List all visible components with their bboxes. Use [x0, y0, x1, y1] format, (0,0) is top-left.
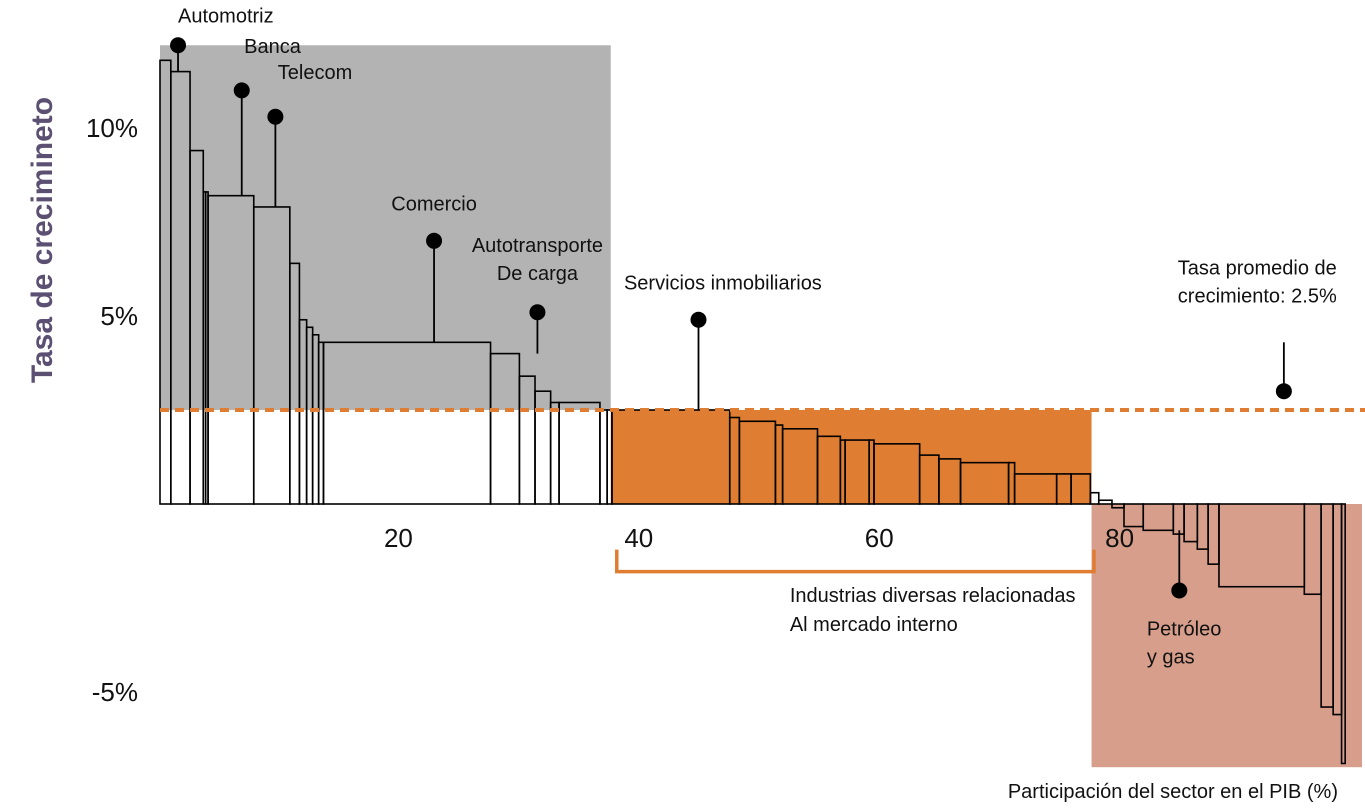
annotation-dot — [690, 311, 707, 328]
x-tick-label: 80 — [1105, 523, 1134, 553]
bar — [549, 401, 560, 505]
annotation-dot — [267, 108, 284, 125]
x-tick-label: 60 — [865, 523, 894, 553]
y-tick-label: 10% — [86, 113, 138, 143]
bar — [1340, 503, 1346, 765]
annotation-label: Telecom — [278, 62, 352, 84]
region-above-average — [160, 45, 611, 410]
region-negative — [1091, 504, 1362, 768]
bar — [1097, 499, 1113, 505]
x-tick-label: 20 — [384, 523, 413, 553]
y-tick-label: 5% — [100, 301, 138, 331]
annotation-label: crecimiento: 2.5% — [1178, 286, 1337, 308]
chart-bars — [159, 59, 1346, 765]
chart-axes: Tasa de crecimineto Participación del se… — [26, 97, 1338, 803]
annotation-dot — [529, 304, 546, 321]
region-domestic-industries — [610, 410, 1092, 504]
annotation-dot — [1275, 383, 1292, 400]
annotation-label: Servicios inmobiliarios — [624, 273, 822, 295]
y-axis-label: Tasa de crecimineto — [26, 97, 59, 383]
bar — [1070, 473, 1092, 505]
chart-overlay: Industrias diversas relacionadas Al merca… — [160, 408, 1365, 636]
annotation-dot — [170, 37, 187, 54]
annotation-dot — [426, 232, 443, 249]
annotation-label: Banca — [244, 36, 302, 58]
annotation-dot — [1171, 582, 1188, 599]
chart-regions — [160, 45, 1362, 768]
x-axis-label: Participación del sector en el PIB (%) — [1008, 781, 1338, 803]
chart-annotations: Automotriz Banca Telecom Comercio Autotransp… — [170, 6, 1337, 669]
annotation-label: Automotriz — [178, 6, 274, 28]
x-tick-label: 40 — [624, 523, 653, 553]
bracket-label: Al mercado interno — [790, 614, 958, 636]
annotation-label: De carga — [497, 263, 579, 285]
bar — [558, 401, 601, 505]
annotation-label: y gas — [1147, 647, 1195, 669]
annotation-label: Tasa promedio de — [1178, 258, 1337, 280]
annotation-label: Comercio — [391, 194, 477, 216]
domestic-industries-bracket — [615, 549, 1096, 574]
y-tick-label: -5% — [92, 677, 138, 707]
bracket-label: Industrias diversas relacionadas — [790, 585, 1076, 607]
annotation-dot — [233, 82, 250, 99]
bar — [1089, 491, 1100, 505]
bar — [599, 409, 608, 505]
annotation-label: Autotransporte — [472, 235, 603, 257]
annotation-label: Petróleo — [1147, 619, 1222, 641]
